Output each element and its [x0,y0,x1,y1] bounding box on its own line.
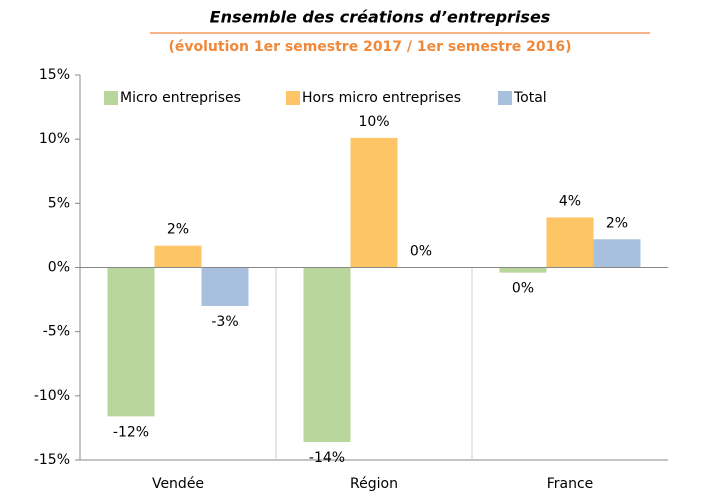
bar [546,217,594,268]
bar [107,267,155,417]
y-tick-label: 15% [39,67,70,83]
x-tick-label: Région [350,476,398,492]
value-label: -12% [113,424,149,440]
legend-label: Total [513,90,547,106]
value-label: 4% [559,193,581,209]
value-label: 2% [167,222,189,238]
bar [303,267,351,443]
chart-title: Ensemble des créations d’entreprises [210,8,551,27]
value-label: 0% [512,281,534,297]
value-label: -14% [309,450,345,466]
bar [154,245,202,268]
value-label: 0% [410,244,432,260]
value-label: -3% [211,314,238,330]
legend-swatch [286,91,300,105]
y-tick-label: 5% [48,195,70,211]
legend-label: Micro entreprises [120,90,241,106]
bar [201,267,249,306]
value-label: 2% [606,215,628,231]
y-tick-label: 0% [48,260,70,276]
y-tick-label: 10% [39,131,70,147]
y-tick-label: -5% [43,324,70,340]
bar [499,267,547,273]
y-tick-label: -15% [34,452,70,468]
x-tick-label: Vendée [152,476,204,492]
legend-swatch [104,91,118,105]
legend-label: Hors micro entreprises [302,90,461,106]
y-tick-label: -10% [34,388,70,404]
bar [593,239,641,268]
chart-subtitle: (évolution 1er semestre 2017 / 1er semes… [169,39,572,55]
x-tick-label: France [547,476,594,492]
bar [350,137,398,268]
legend-swatch [498,91,512,105]
value-label: 10% [358,114,389,130]
